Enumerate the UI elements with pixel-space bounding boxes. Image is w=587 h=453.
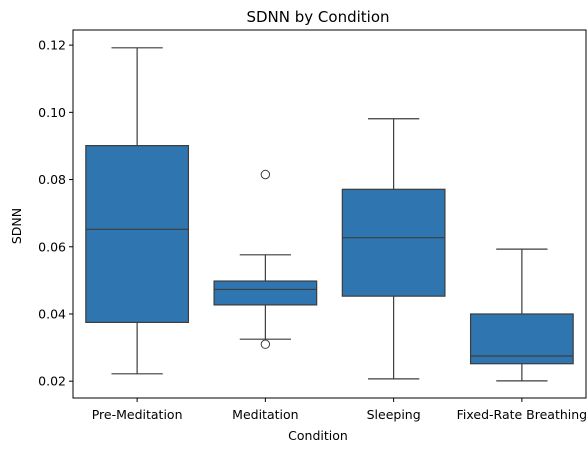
iqr-box	[213, 280, 318, 306]
y-tick-label: 0.08	[38, 172, 66, 187]
y-tick-label: 0.12	[38, 38, 66, 53]
x-axis-label: Condition	[288, 428, 348, 443]
outlier-point	[260, 169, 271, 180]
box-group	[85, 47, 190, 375]
plot-area	[85, 47, 574, 382]
y-tick-label: 0.06	[38, 239, 66, 254]
y-axis-label: SDNN	[9, 208, 24, 244]
box-group	[341, 118, 446, 380]
axes: 0.02 0.04 0.06 0.08 0.10 0.12 Pre-Meditation Me…	[38, 29, 587, 422]
box-group	[469, 248, 574, 382]
chart-title: SDNN by Condition	[246, 8, 389, 26]
iqr-box	[85, 145, 190, 323]
x-tick-label: Fixed-Rate Breathing	[457, 407, 587, 422]
iqr-box	[341, 188, 446, 297]
y-tick-label: 0.04	[38, 306, 66, 321]
plot-frame	[72, 29, 587, 399]
y-tick-label: 0.10	[38, 105, 66, 120]
box-group	[213, 169, 318, 349]
x-tick-label: Meditation	[232, 407, 298, 422]
outlier-point	[260, 339, 271, 349]
x-tick-label: Pre-Meditation	[92, 407, 183, 422]
y-tick-label: 0.02	[38, 374, 66, 389]
x-tick-label: Sleeping	[367, 407, 421, 422]
